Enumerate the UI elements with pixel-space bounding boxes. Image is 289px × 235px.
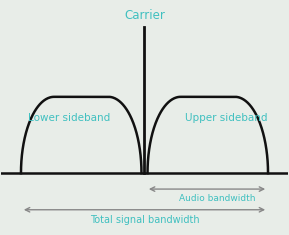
Text: Total signal bandwidth: Total signal bandwidth (90, 215, 199, 224)
Text: Carrier: Carrier (124, 9, 165, 22)
Text: Lower sideband: Lower sideband (28, 113, 110, 123)
Text: Audio bandwidth: Audio bandwidth (179, 194, 255, 203)
Text: Upper sideband: Upper sideband (185, 113, 267, 123)
